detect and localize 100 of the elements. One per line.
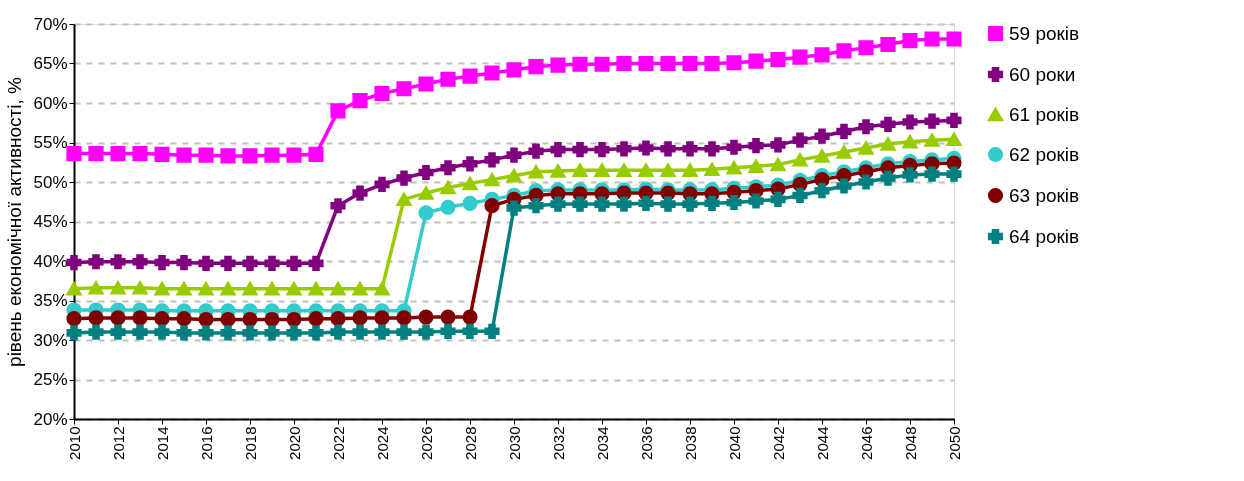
x-tick-label: 2024 bbox=[373, 426, 391, 460]
x-tick-label: 2020 bbox=[285, 426, 303, 460]
point bbox=[440, 309, 456, 325]
point bbox=[594, 56, 610, 72]
point bbox=[726, 194, 742, 211]
point bbox=[770, 51, 786, 68]
point bbox=[330, 198, 346, 214]
point bbox=[484, 172, 500, 187]
point bbox=[330, 324, 346, 340]
point bbox=[66, 145, 82, 162]
y-tick-label: 30% bbox=[33, 330, 68, 350]
point bbox=[462, 195, 478, 211]
point bbox=[154, 281, 170, 296]
point bbox=[924, 31, 940, 47]
point bbox=[396, 81, 412, 97]
point bbox=[396, 310, 412, 326]
point bbox=[880, 36, 896, 53]
point bbox=[682, 55, 698, 72]
point bbox=[550, 164, 566, 178]
point bbox=[374, 176, 390, 192]
x-tick-label: 2044 bbox=[813, 426, 831, 460]
point bbox=[132, 324, 148, 340]
point bbox=[220, 311, 236, 328]
point bbox=[616, 141, 632, 157]
point bbox=[484, 323, 500, 339]
y-axis-title: рівень економічної активності, % bbox=[4, 76, 26, 367]
point bbox=[352, 185, 368, 201]
y-tick-label: 35% bbox=[33, 291, 68, 310]
point bbox=[264, 255, 280, 271]
point bbox=[198, 255, 214, 271]
point bbox=[176, 325, 192, 341]
point bbox=[748, 193, 764, 209]
point bbox=[176, 311, 192, 327]
point bbox=[946, 166, 962, 182]
x-tick-label: 2048 bbox=[901, 426, 919, 460]
point bbox=[572, 163, 588, 177]
point bbox=[792, 49, 808, 65]
point bbox=[66, 311, 82, 327]
point bbox=[748, 138, 764, 154]
point bbox=[440, 199, 456, 215]
point bbox=[506, 62, 522, 78]
point bbox=[374, 85, 390, 102]
legend-label: 60 роки bbox=[1009, 63, 1076, 85]
point bbox=[770, 191, 786, 207]
point bbox=[264, 325, 280, 341]
point bbox=[704, 55, 720, 72]
legend-label: 62 років bbox=[1009, 143, 1080, 165]
point bbox=[660, 141, 676, 157]
x-tick-label: 2030 bbox=[505, 426, 523, 460]
point bbox=[616, 196, 632, 212]
point bbox=[814, 47, 830, 63]
point bbox=[462, 156, 478, 172]
point bbox=[726, 139, 742, 155]
point bbox=[110, 145, 126, 162]
y-tick-label: 45% bbox=[33, 212, 68, 231]
y-tick-label: 40% bbox=[33, 251, 68, 271]
point bbox=[418, 76, 434, 92]
point bbox=[638, 195, 654, 211]
point bbox=[198, 281, 214, 296]
point bbox=[286, 325, 302, 341]
point bbox=[308, 146, 324, 162]
x-tick-label: 2022 bbox=[329, 426, 347, 460]
point bbox=[682, 163, 698, 177]
legend-label: 59 років bbox=[1009, 22, 1080, 44]
point bbox=[836, 145, 852, 159]
point bbox=[154, 255, 170, 271]
point bbox=[902, 134, 918, 149]
x-tick-label: 2034 bbox=[593, 426, 611, 460]
point bbox=[572, 56, 588, 72]
point bbox=[374, 310, 390, 326]
point bbox=[902, 114, 918, 130]
point bbox=[88, 281, 104, 295]
point bbox=[660, 55, 676, 72]
point bbox=[550, 142, 566, 158]
point bbox=[814, 183, 830, 199]
point bbox=[374, 281, 390, 296]
point bbox=[594, 142, 610, 158]
point bbox=[154, 311, 170, 327]
point bbox=[132, 281, 148, 295]
x-tick-label: 2010 bbox=[65, 426, 83, 460]
point bbox=[242, 255, 258, 271]
point bbox=[946, 31, 962, 47]
point bbox=[396, 192, 412, 207]
point bbox=[506, 200, 522, 216]
point bbox=[264, 311, 280, 328]
y-tick-label: 60% bbox=[33, 93, 68, 113]
point bbox=[132, 145, 148, 162]
point bbox=[110, 310, 126, 326]
point bbox=[462, 323, 478, 339]
point bbox=[836, 43, 852, 59]
point bbox=[220, 325, 236, 341]
point bbox=[308, 281, 324, 296]
point bbox=[154, 324, 170, 340]
point bbox=[792, 132, 808, 148]
point bbox=[308, 325, 324, 341]
point bbox=[770, 137, 786, 153]
point bbox=[110, 281, 126, 295]
point bbox=[220, 281, 236, 296]
x-tick-label: 2042 bbox=[769, 426, 787, 460]
y-tick-label: 55% bbox=[33, 133, 68, 152]
